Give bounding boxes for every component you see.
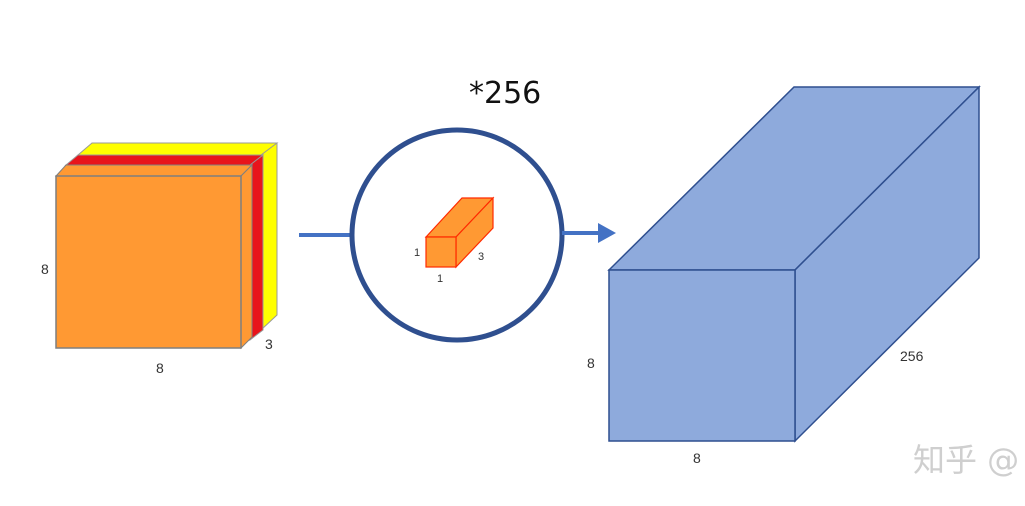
- multiplier-label: *256: [469, 76, 541, 111]
- kernel-height-label: 1: [414, 247, 420, 259]
- output-depth-label: 256: [900, 348, 924, 364]
- output-width-label: 8: [693, 450, 701, 466]
- kernel-front-face: [425, 236, 457, 268]
- output-front-face: [608, 269, 796, 442]
- input-channel-1-top: [54, 164, 254, 177]
- input-channel-3-top: [76, 142, 279, 156]
- input-channel-1-side: [240, 163, 253, 350]
- kernel-width-label: 1: [437, 273, 443, 285]
- input-volume: 8 8 3: [41, 142, 279, 376]
- output-height-label: 8: [587, 355, 595, 371]
- watermark-text: 知乎 @: [913, 441, 1019, 479]
- kernel-group: *256 1 1 3: [349, 76, 565, 343]
- output-volume: 8 8 256: [587, 85, 981, 466]
- input-depth-label: 3: [265, 336, 273, 352]
- input-channel-2-top: [64, 154, 265, 166]
- input-channel-1-front: [55, 175, 242, 349]
- kernel-depth-label: 3: [478, 251, 484, 263]
- arrow-head-icon: [598, 223, 616, 243]
- input-width-label: 8: [156, 360, 164, 376]
- input-height-label: 8: [41, 261, 49, 277]
